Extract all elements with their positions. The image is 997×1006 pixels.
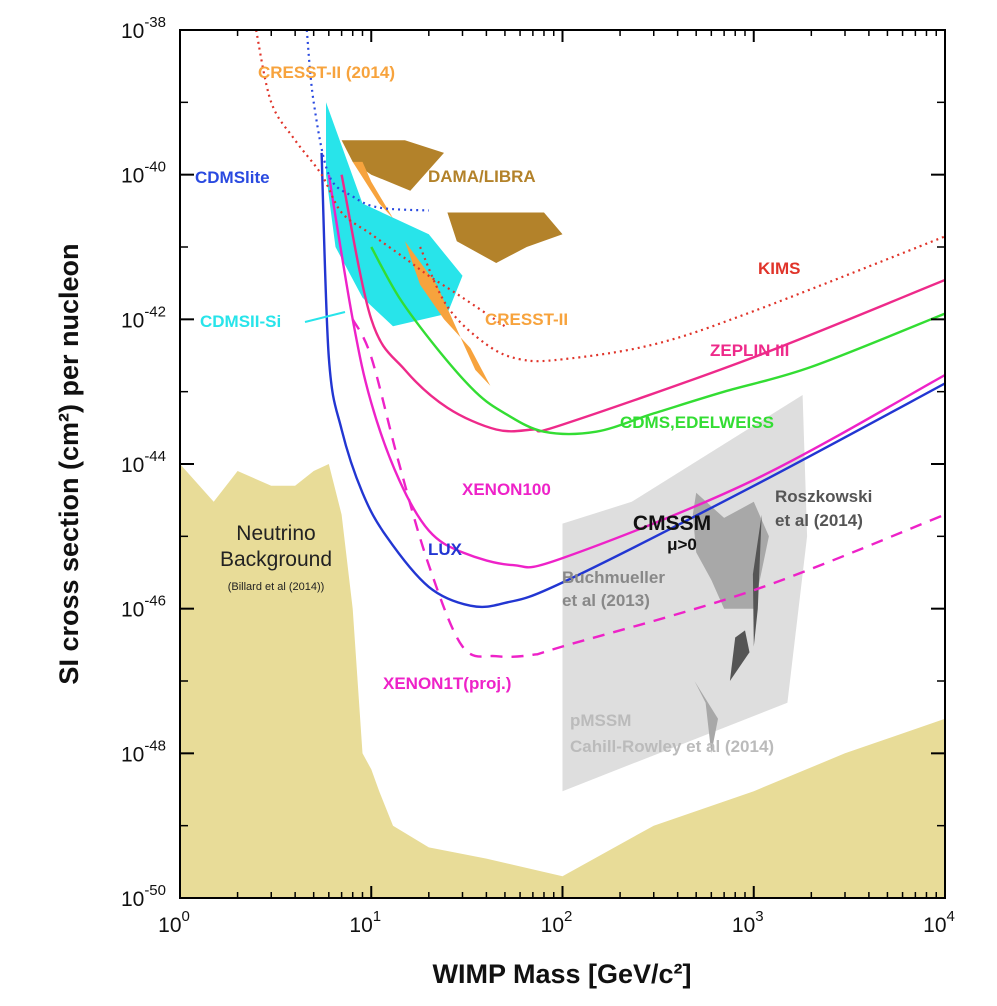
label-cmssm-mu: μ>0	[667, 535, 697, 554]
curve-cdms-edelweiss	[370, 246, 945, 436]
x-tick-exponent: 0	[182, 908, 190, 925]
label-cresst-ii: CRESST-II	[485, 310, 568, 329]
label-buchmueller-1: Buchmueller	[562, 568, 665, 587]
curve-xenon1t-proj	[351, 318, 945, 659]
y-tick-exponent: -50	[144, 882, 166, 899]
label-roszkowski-2: et al (2014)	[775, 511, 863, 530]
x-tick-label: 102	[541, 908, 573, 937]
y-tick-exponent: -44	[144, 448, 166, 465]
y-tick-label: 10-40	[121, 159, 166, 188]
y-tick-exponent: -42	[144, 303, 166, 320]
label-cresst-2014: CRESST-II (2014)	[258, 63, 395, 82]
x-tick-exponent: 4	[947, 908, 955, 925]
label-xenon1t: XENON1T(proj.)	[383, 674, 511, 693]
label-lux: LUX	[428, 540, 463, 559]
cdmsii-si-pointer	[304, 311, 346, 323]
y-axis-title: SI cross section (cm²) per nucleon	[54, 243, 84, 684]
curve-kims	[419, 235, 945, 363]
y-tick-exponent: -46	[144, 593, 166, 610]
cmssm-region	[692, 492, 769, 609]
x-axis-title: WIMP Mass [GeV/c²]	[432, 959, 691, 989]
curve-zeplin-iii	[340, 174, 945, 433]
x-tick-exponent: 2	[564, 908, 572, 925]
curve-xenon100	[327, 174, 945, 569]
curve-layer	[255, 30, 945, 659]
curve-cresst-ii-2014	[255, 30, 506, 328]
y-tick-label: 10-44	[121, 448, 166, 477]
x-tick-label: 103	[732, 908, 764, 937]
x-tick-exponent: 3	[755, 908, 763, 925]
label-cdmsii-si: CDMSII-Si	[200, 312, 281, 331]
cmssm-region-low	[694, 681, 718, 754]
curve-cdmslite	[305, 30, 429, 212]
label-xenon100: XENON100	[462, 480, 551, 499]
x-tick-exponent: 1	[373, 908, 381, 925]
label-dama-libra: DAMA/LIBRA	[428, 167, 536, 186]
dama-libra-region-high	[447, 212, 563, 263]
y-tick-label: 10-50	[121, 882, 166, 911]
label-cmssm: CMSSM	[633, 512, 711, 535]
label-neutrino-3: (Billard et al (2014))	[228, 581, 325, 593]
label-pmssm-2: Cahill-Rowley et al (2014)	[570, 737, 774, 756]
label-cdmslite: CDMSlite	[195, 168, 270, 187]
curve-lux	[320, 152, 945, 609]
annotation-layer: CRESST-II (2014) DAMA/LIBRA CDMSlite KIM…	[195, 63, 872, 756]
y-tick-label: 10-48	[121, 737, 166, 766]
label-cdms-edelweiss: CDMS,EDELWEISS	[620, 413, 774, 432]
label-kims: KIMS	[758, 259, 801, 278]
roszkowski-region-low	[729, 630, 750, 681]
y-tick-exponent: -40	[144, 159, 166, 176]
y-tick-exponent: -48	[144, 737, 166, 754]
y-tick-label: 10-46	[121, 593, 166, 622]
label-neutrino-2: Background	[220, 548, 332, 571]
cresst-ii-region-low	[352, 161, 393, 219]
y-tick-exponent: -38	[144, 14, 166, 31]
x-tick-label: 100	[158, 908, 190, 937]
label-neutrino-1: Neutrino	[236, 522, 315, 545]
y-tick-label: 10-38	[121, 14, 166, 43]
region-layer	[180, 102, 945, 898]
x-tick-label: 101	[349, 908, 381, 937]
roszkowski-region	[752, 514, 762, 647]
x-tick-label: 104	[923, 908, 955, 937]
y-tick-label: 10-42	[121, 303, 166, 332]
pmssm-region	[562, 395, 808, 792]
label-buchmueller-2: et al (2013)	[562, 591, 650, 610]
dama-libra-region-low	[341, 140, 444, 191]
label-pmssm-1: pMSSM	[570, 711, 631, 730]
cresst-ii-region-high	[404, 241, 491, 386]
neutrino-background-region	[180, 464, 945, 898]
label-zeplin-iii: ZEPLIN III	[710, 341, 789, 360]
label-roszkowski-1: Roszkowski	[775, 487, 872, 506]
